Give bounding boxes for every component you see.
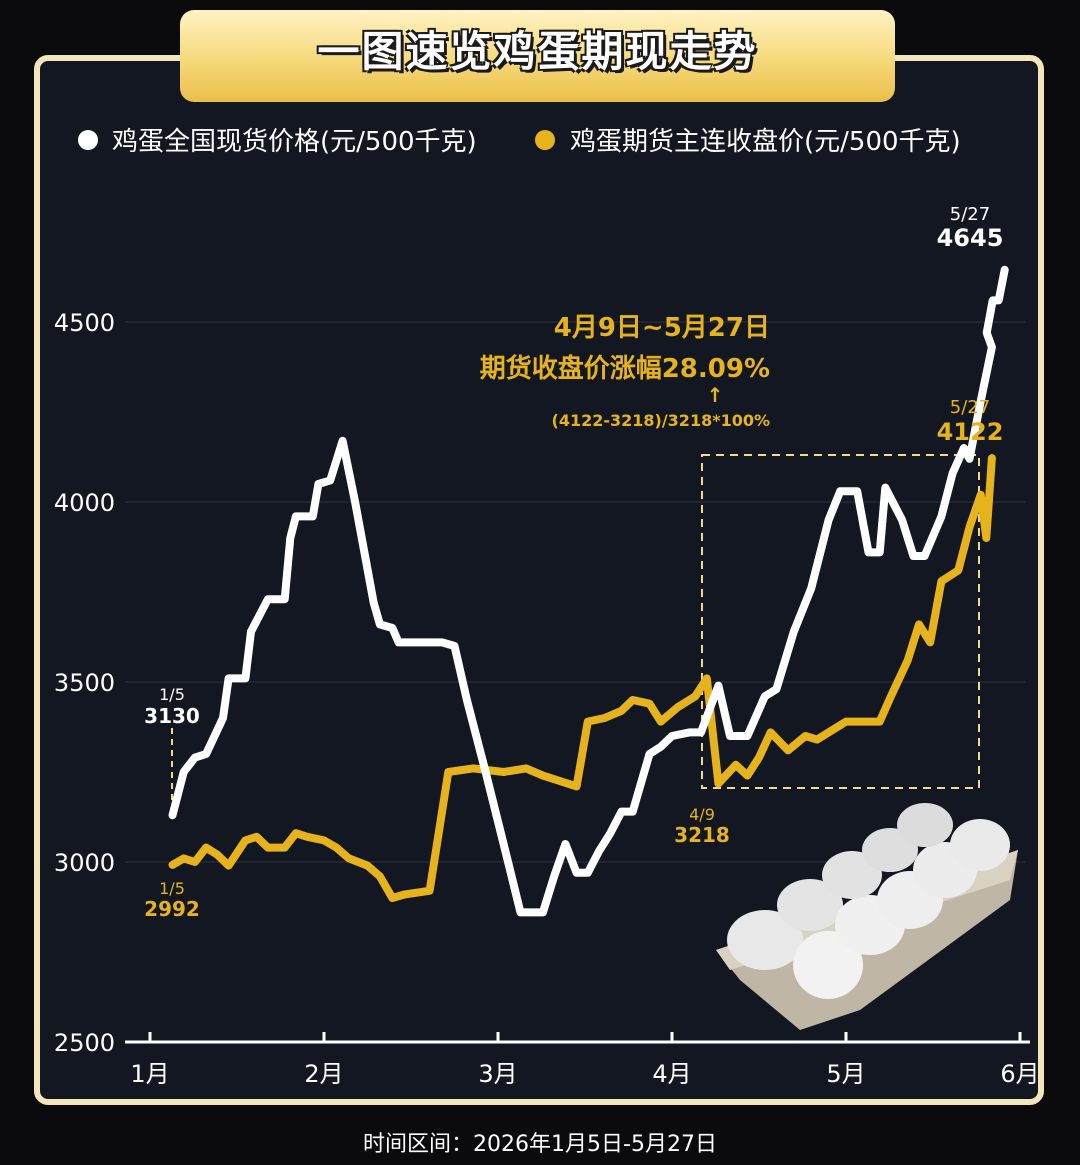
title-banner (180, 10, 895, 102)
spot-end-date-label: 5/27 (950, 204, 990, 225)
annotation-arrow: ↑ (707, 383, 724, 407)
x-tick-label: 1月 (130, 1060, 169, 1088)
annotation-line2: 期货收盘价涨幅28.09% (480, 353, 770, 384)
y-tick-label: 3000 (54, 849, 115, 877)
y-tick-label: 4500 (54, 309, 115, 337)
annotation-formula: (4122-3218)/3218*100% (552, 411, 771, 430)
time-range-footer: 时间区间：2026年1月5日-5月27日 (363, 1132, 717, 1157)
futures-end-value-label: 4122 (937, 418, 1004, 446)
spot-end-value-label: 4645 (937, 224, 1004, 252)
legend-marker-spot (78, 130, 98, 150)
page-title: 一图速览鸡蛋期现走势 (317, 27, 758, 76)
futures-start-value-label: 2992 (144, 897, 200, 921)
x-tick-label: 5月 (826, 1060, 865, 1088)
line-chart: 鸡蛋全国现货价格(元/500千克) 鸡蛋期货主连收盘价(元/500千克) 250… (54, 127, 1040, 1088)
x-tick-label: 6月 (1000, 1060, 1039, 1088)
legend-label-futures: 鸡蛋期货主连收盘价(元/500千克) (570, 127, 961, 157)
y-tick-label: 2500 (54, 1029, 115, 1057)
futures-mid-value-label: 3218 (674, 823, 730, 847)
x-tick-label: 4月 (652, 1060, 691, 1088)
x-tick-label: 3月 (478, 1060, 517, 1088)
legend-label-spot: 鸡蛋全国现货价格(元/500千克) (112, 127, 477, 157)
x-tick-label: 2月 (304, 1060, 343, 1088)
series-line-futures (168, 454, 996, 902)
spot-start-value-label: 3130 (144, 704, 200, 728)
y-tick-label: 3500 (54, 669, 115, 697)
egg-carton-image (716, 803, 1018, 1030)
y-tick-label: 4000 (54, 489, 115, 517)
spot-start-date-label: 1/5 (159, 685, 185, 704)
legend-marker-futures (535, 130, 555, 150)
annotation-line1: 4月9日~5月27日 (554, 313, 770, 343)
series-line-spot (168, 265, 1009, 917)
futures-start-date-label: 1/5 (159, 879, 185, 898)
futures-mid-date-label: 4/9 (689, 805, 715, 824)
futures-end-date-label: 5/27 (950, 397, 990, 418)
highlight-box (701, 454, 980, 789)
